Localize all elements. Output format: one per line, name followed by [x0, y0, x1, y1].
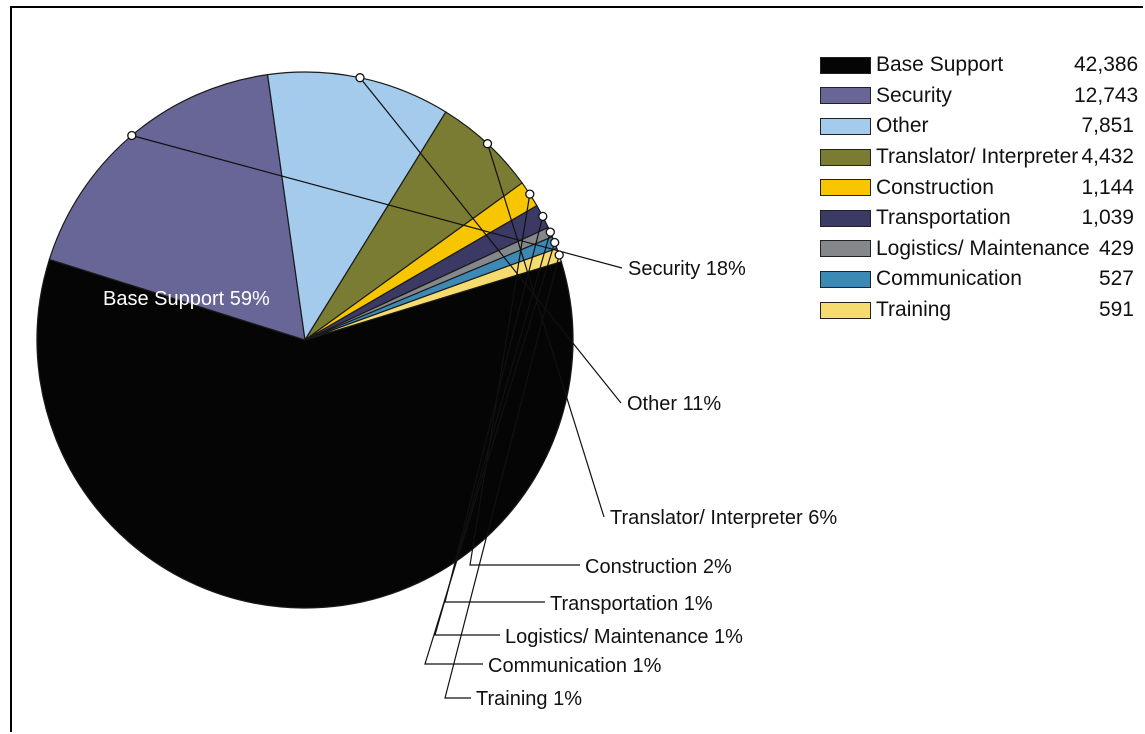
- legend-label: Translator/ Interpreter: [876, 145, 1079, 169]
- leader-dot-security: [127, 130, 137, 141]
- legend-value: 1,039: [1081, 206, 1134, 230]
- leader-dot-transportation: [538, 211, 548, 222]
- legend-value: 4,432: [1081, 145, 1134, 169]
- slice-label-translator-interpreter: Translator/ Interpreter 6%: [610, 507, 837, 529]
- leader-line-security: [131, 134, 623, 269]
- slice-label-training: Training 1%: [476, 688, 582, 710]
- leader-dot-other: [355, 73, 365, 83]
- legend-item-translator-interpreter: Translator/ Interpreter 4,432: [820, 142, 1140, 173]
- leader-dot-training: [554, 250, 564, 260]
- leader-line-logistics-maintenance: [434, 231, 551, 636]
- leader-lines: [127, 73, 623, 699]
- legend-value: 429: [1098, 236, 1134, 260]
- legend-swatch: [820, 179, 871, 197]
- legend-item-base-support: Base Support 42,386: [820, 50, 1140, 81]
- pie-slices: [36, 71, 574, 609]
- leader-line-translator-interpreter: [486, 143, 605, 518]
- legend-item-construction: Construction 1,144: [820, 172, 1140, 203]
- legend-value: 527: [1098, 267, 1134, 291]
- legend-label: Other: [876, 114, 929, 138]
- legend-swatch: [820, 270, 871, 288]
- legend-value: 591: [1098, 298, 1134, 322]
- legend-value: 1,144: [1081, 175, 1134, 199]
- leader-dot-construction: [525, 189, 535, 199]
- slice-label-communication: Communication 1%: [488, 655, 662, 677]
- legend-item-logistics-maintenance: Logistics/ Maintenance 429: [820, 234, 1140, 265]
- leader-dot-translator-interpreter: [482, 139, 493, 149]
- legend-label: Security: [876, 83, 952, 107]
- legend-swatch: [820, 148, 871, 166]
- legend-item-communication: Communication 527: [820, 264, 1140, 295]
- legend-swatch: [820, 87, 871, 105]
- legend-value: 42,386: [1074, 53, 1139, 77]
- slice-label-other: Other 11%: [627, 393, 721, 415]
- slice-label-security: Security 18%: [628, 258, 746, 280]
- slice-label-transportation: Transportation 1%: [550, 593, 713, 615]
- legend-label: Base Support: [876, 53, 1004, 77]
- legend-swatch: [820, 56, 871, 74]
- legend-swatch: [820, 117, 871, 135]
- leader-line-training: [444, 254, 560, 699]
- legend-item-transportation: Transportation 1,039: [820, 203, 1140, 234]
- legend-swatch: [820, 209, 871, 227]
- pie-slice-base-support: [36, 258, 574, 609]
- legend-label: Training: [876, 298, 952, 322]
- legend-value: 7,851: [1081, 114, 1134, 138]
- legend-item-training: Training 591: [820, 295, 1140, 326]
- legend-swatch: [820, 240, 871, 258]
- slice-labels: Base Support 59% Security 18% Other 11% Tra…: [103, 258, 837, 710]
- leader-dot-logistics-maintenance: [545, 227, 555, 237]
- legend-label: Transportation: [876, 206, 1011, 230]
- legend-swatch: [820, 301, 871, 319]
- legend-label: Logistics/ Maintenance: [876, 236, 1090, 260]
- leader-line-other: [359, 77, 622, 404]
- legend-label: Construction: [876, 175, 994, 199]
- legend-item-security: Security 12,743: [820, 81, 1140, 112]
- legend: Base Support 42,386 Security 12,743 Other 7,8…: [820, 50, 1140, 325]
- slice-label-construction: Construction 2%: [585, 556, 732, 578]
- legend-item-other: Other 7,851: [820, 111, 1140, 142]
- legend-label: Communication: [876, 267, 1022, 291]
- legend-value: 12,743: [1074, 83, 1139, 107]
- leader-line-communication: [424, 242, 556, 665]
- leader-line-construction: [469, 194, 580, 566]
- slice-label-logistics-maintenance: Logistics/ Maintenance 1%: [505, 626, 743, 648]
- chart-frame: [10, 6, 1143, 732]
- slice-label-base-support: Base Support 59%: [103, 288, 270, 310]
- leader-dot-communication: [550, 237, 560, 248]
